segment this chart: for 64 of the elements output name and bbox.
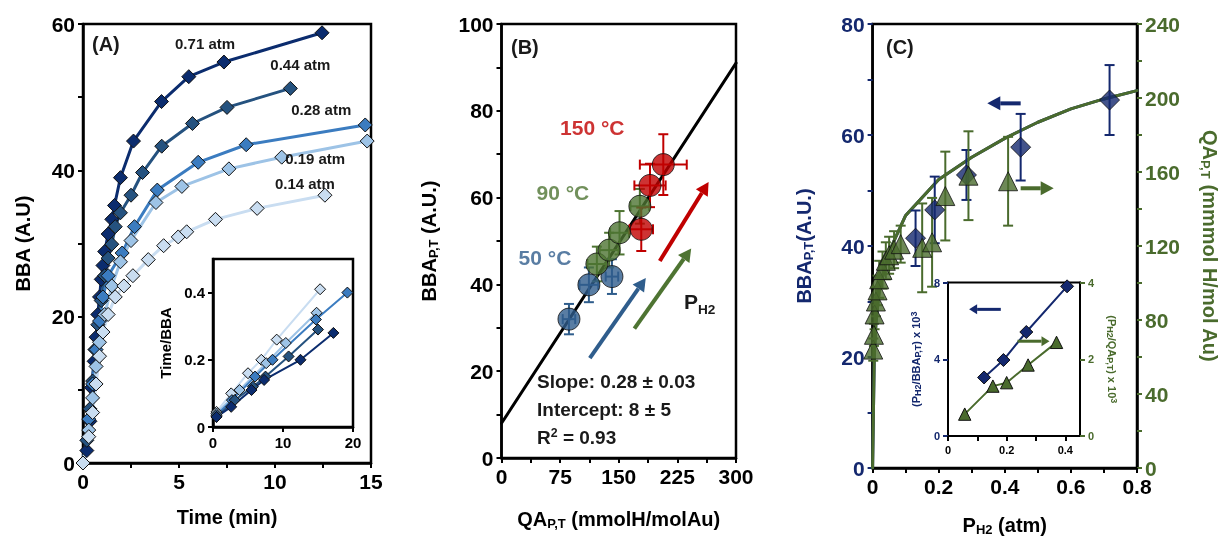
x-tick-label: 0 (208, 434, 218, 451)
series-label: 0.19 atm (285, 149, 346, 167)
y-tick-label: 100 (458, 12, 494, 36)
y-tick-label: 40 (51, 158, 75, 182)
y-tick-label: 40 (470, 272, 494, 296)
x-tick-label: 0 (77, 470, 89, 493)
x-tick-label: 0.8 (1122, 475, 1152, 498)
x-tick-label: 225 (659, 465, 696, 488)
y2-tick-label: 2 (1088, 353, 1095, 366)
x-tick-label: 0.4 (990, 475, 1020, 498)
series-label: 150 °C (560, 116, 625, 140)
y-tick-label: 80 (841, 12, 865, 36)
annotation: R$^{2}$ = 0.93 (537, 425, 617, 449)
y-tick-label: 40 (841, 234, 865, 258)
y-tick-label: 80 (470, 99, 494, 123)
series-label: 0.71 atm (175, 35, 236, 53)
series-label: 50 °C (518, 246, 572, 270)
y2-tick-label: 4 (1088, 276, 1095, 289)
x-tick-label: 0.2 (999, 443, 1015, 456)
annotation: (C) (886, 36, 914, 58)
x-tick-label: 0 (495, 465, 508, 488)
x-tick-label: 15 (359, 470, 383, 493)
y-tick-label: 0.4 (184, 284, 206, 302)
y2-tick-label: 80 (1145, 308, 1169, 332)
x-tick-label: 20 (344, 434, 362, 451)
y-tick-label: 0 (196, 418, 205, 436)
series-label: 90 °C (536, 180, 590, 204)
annotation: Intercept: 8 ± 5 (537, 398, 671, 421)
x-tick-label: 10 (263, 470, 287, 493)
annotation: (A) (92, 33, 120, 55)
x-tick-label: 150 (601, 465, 637, 488)
y-tick-label: 0.2 (184, 351, 205, 369)
x-tick-label: 0.6 (1056, 475, 1086, 498)
y-axis-title: BBA (A.U) (12, 195, 34, 292)
x-tick-label: 0.4 (1057, 443, 1074, 456)
y-tick-label: 60 (51, 12, 75, 36)
series-label: 0.14 atm (274, 174, 335, 192)
y2-tick-label: 40 (1145, 382, 1169, 406)
x-tick-label: 0 (944, 443, 952, 456)
annotation: (B) (511, 36, 539, 58)
y2-tick-label: 200 (1145, 86, 1181, 110)
y-tick-label: 20 (841, 345, 865, 369)
y-tick-label: 4 (933, 353, 941, 366)
series-label: 0.44 atm (270, 55, 331, 73)
x-tick-label: 75 (548, 465, 573, 488)
x-tick-label: 5 (173, 470, 186, 493)
y-tick-label: 8 (933, 276, 940, 289)
x-tick-label: 300 (718, 465, 754, 488)
y-axis-title: Time/BBA (157, 307, 174, 379)
y2-axis-title: QAP,T (mmmol H/mol Au) (1198, 130, 1221, 362)
annotation: P$_{H2}$ (684, 290, 716, 318)
series-label: 0.28 atm (291, 101, 352, 119)
y2-tick-label: 160 (1145, 160, 1181, 184)
y2-tick-label: 120 (1145, 234, 1181, 258)
x-axis-title: Time (min) (176, 506, 278, 528)
y-tick-label: 20 (470, 359, 494, 383)
annotation: Slope: 0.28 ± 0.03 (537, 370, 696, 393)
x-tick-label: 0 (866, 475, 879, 498)
x-tick-label: 10 (274, 434, 292, 451)
y-tick-label: 60 (841, 123, 865, 147)
y-tick-label: 60 (470, 186, 494, 210)
y-tick-label: 20 (51, 305, 75, 329)
y2-tick-label: 240 (1145, 12, 1181, 36)
y-axis-title: BBAP,T(A.U.) (792, 188, 816, 304)
